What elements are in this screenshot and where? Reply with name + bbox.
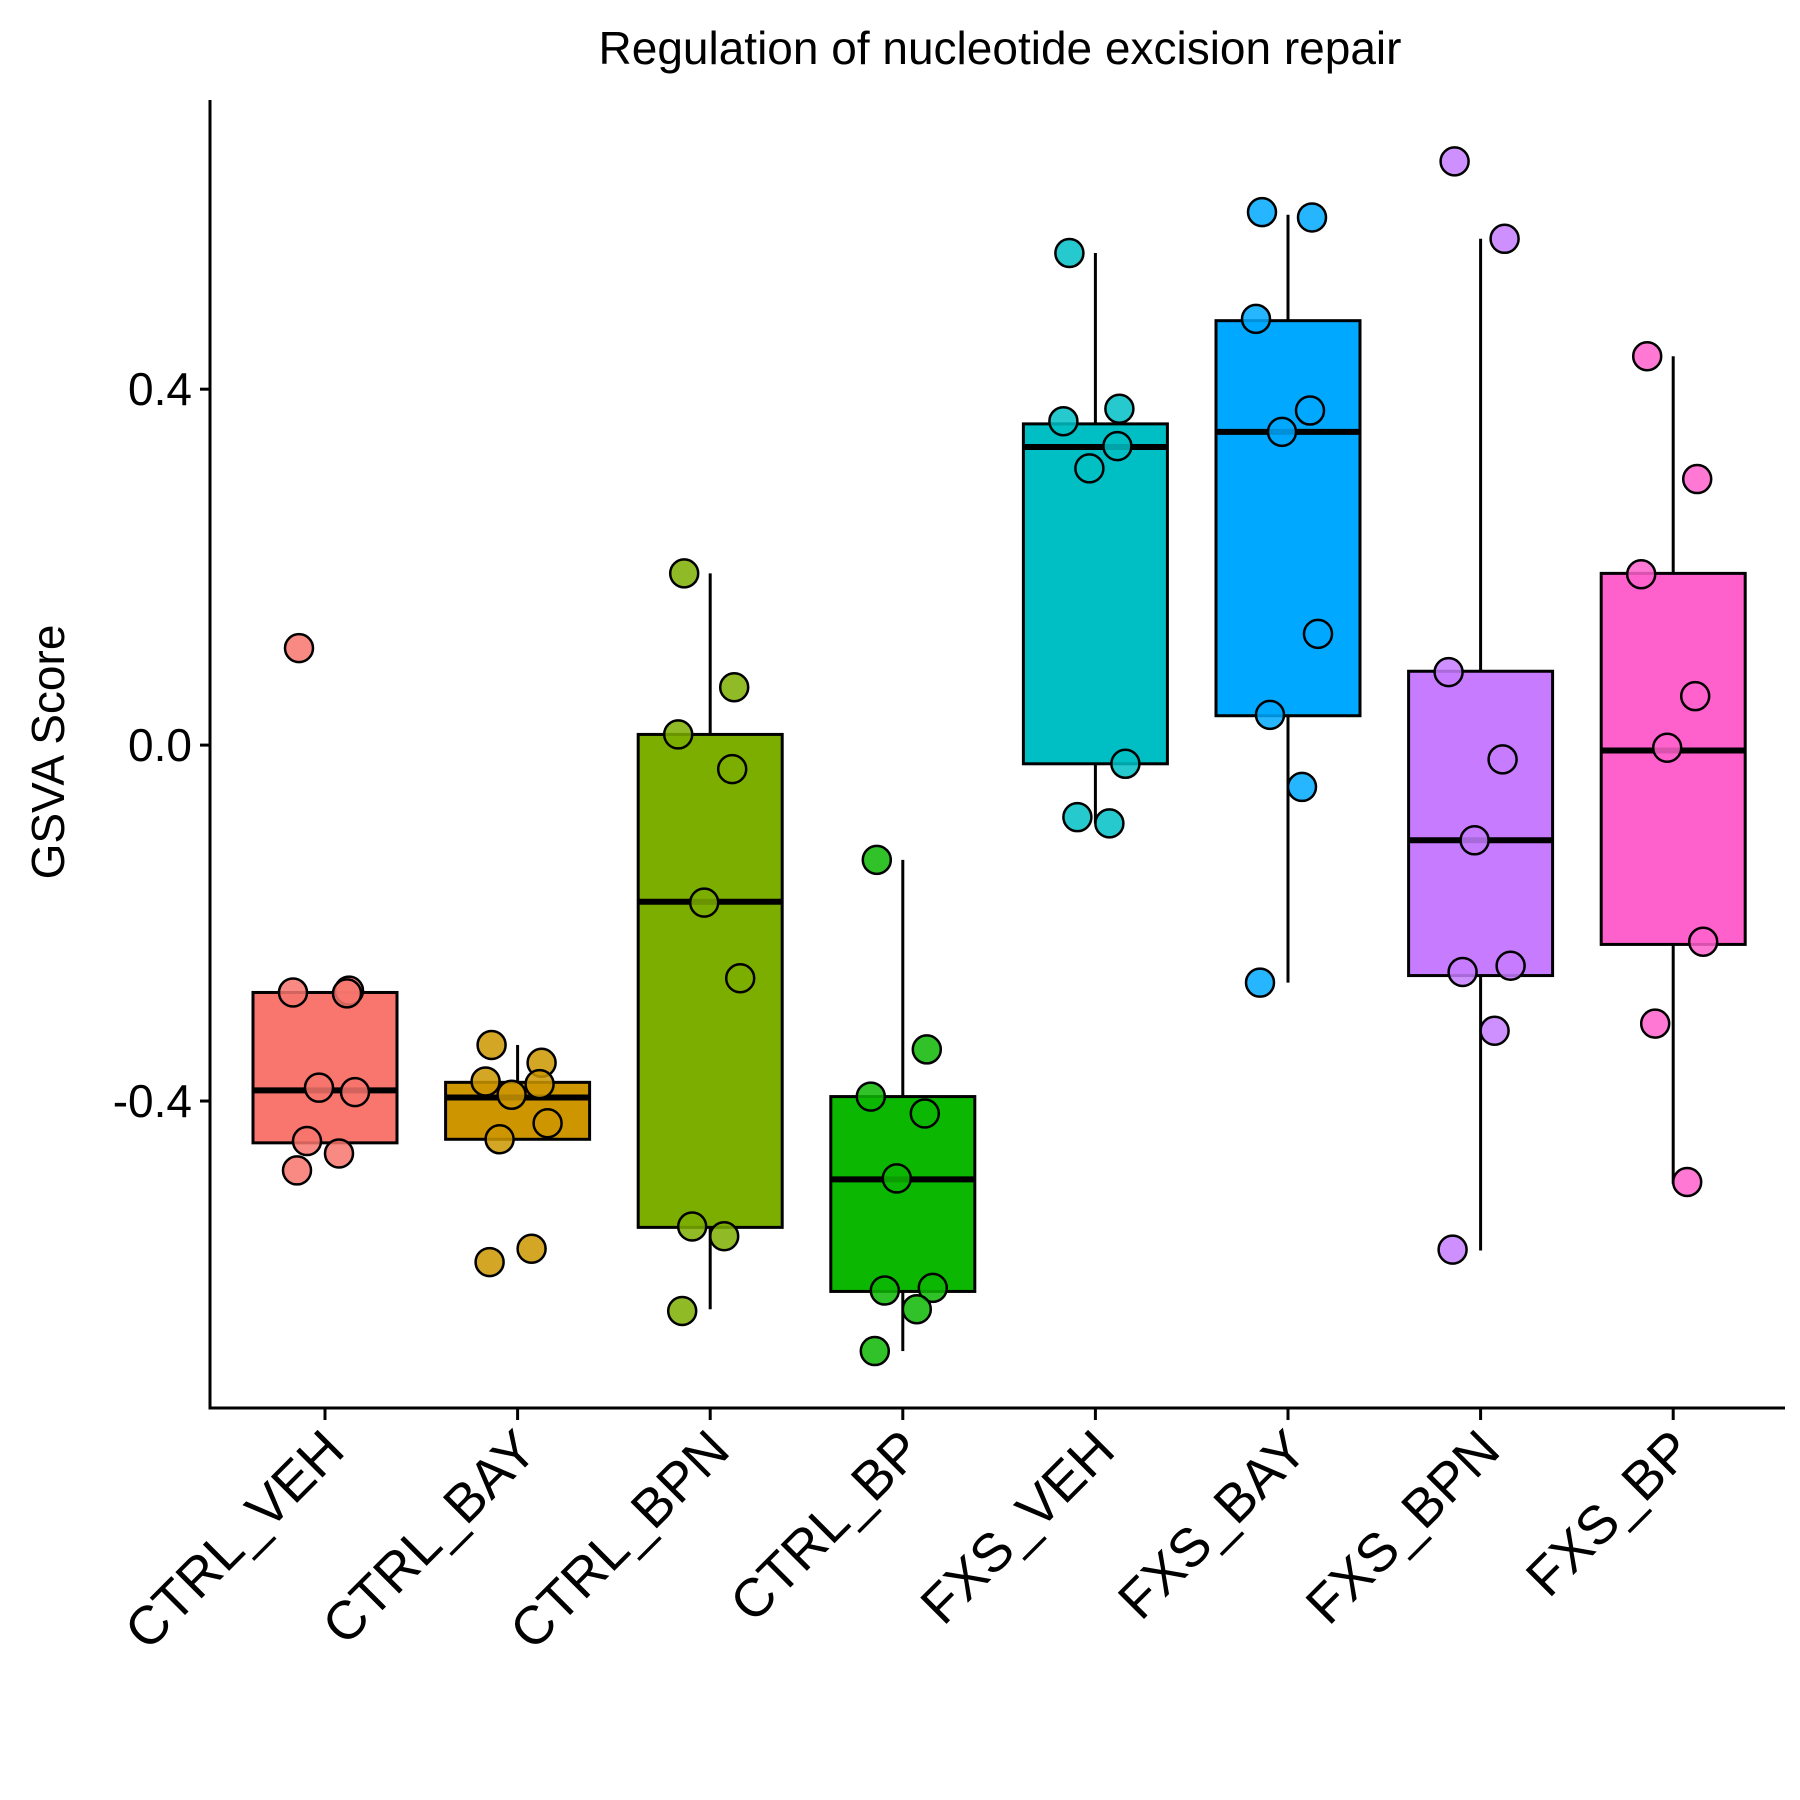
data-point xyxy=(1651,732,1683,764)
x-tick-label: CTRL_VEH xyxy=(114,1419,356,1661)
data-point xyxy=(277,977,309,1008)
data-point xyxy=(901,1293,933,1325)
data-point xyxy=(474,1246,505,1278)
chart-title: Regulation of nucleotide excision repair xyxy=(599,22,1402,74)
data-point xyxy=(1489,223,1520,255)
data-point xyxy=(1062,801,1093,833)
data-point xyxy=(1074,453,1105,484)
data-point xyxy=(1671,1166,1703,1198)
data-point xyxy=(1433,656,1464,688)
box-group-FXS_VEH xyxy=(1021,237,1169,839)
data-point xyxy=(1681,463,1713,495)
x-tick-label: FXS_BAY xyxy=(1107,1419,1319,1631)
data-point xyxy=(283,632,315,664)
data-point xyxy=(1254,699,1286,731)
data-point xyxy=(881,1163,913,1194)
data-point xyxy=(716,753,748,785)
x-tick-label: CTRL_BP xyxy=(719,1419,933,1633)
data-point xyxy=(1102,430,1133,462)
data-point xyxy=(1266,416,1298,448)
data-point xyxy=(1447,956,1478,988)
data-point xyxy=(1110,748,1141,780)
data-point xyxy=(470,1066,501,1097)
data-point xyxy=(1296,202,1328,233)
data-point xyxy=(1104,393,1135,425)
data-point xyxy=(1437,1234,1468,1265)
data-point xyxy=(1687,926,1719,957)
data-point xyxy=(484,1124,515,1155)
box-group-FXS_BAY xyxy=(1214,196,1362,998)
x-tick-label: FXS_VEH xyxy=(909,1419,1125,1635)
box-iqr xyxy=(1214,319,1362,718)
data-point xyxy=(724,962,756,994)
data-point xyxy=(917,1272,949,1304)
data-point xyxy=(291,1125,323,1157)
data-point xyxy=(1487,744,1518,775)
data-point xyxy=(1439,146,1470,177)
y-tick-label: 0.0 xyxy=(128,719,192,771)
data-point xyxy=(668,558,700,589)
data-point xyxy=(911,1034,943,1065)
data-point xyxy=(323,1138,355,1169)
data-point xyxy=(339,1076,371,1108)
data-point xyxy=(855,1081,887,1112)
data-point xyxy=(869,1275,901,1306)
y-axis-label: GSVA Score xyxy=(22,625,74,880)
data-point xyxy=(666,1295,698,1327)
y-tick-label: 0.4 xyxy=(128,363,192,415)
data-point xyxy=(708,1221,740,1252)
data-point xyxy=(1094,808,1125,839)
data-point xyxy=(532,1108,563,1139)
box-group-CTRL_VEH xyxy=(251,632,399,1186)
plot-area xyxy=(251,146,1747,1367)
data-point xyxy=(1479,1015,1510,1046)
box-iqr xyxy=(829,1095,977,1293)
box-iqr xyxy=(636,732,784,1229)
data-point xyxy=(1240,303,1272,335)
box-group-CTRL_BAY xyxy=(444,1029,592,1278)
data-point xyxy=(281,1155,313,1186)
data-point xyxy=(1302,618,1334,650)
data-point xyxy=(1625,559,1657,590)
data-point xyxy=(676,1211,708,1242)
x-tick-label: FXS_BP xyxy=(1515,1419,1704,1608)
data-point xyxy=(1294,395,1326,426)
data-point xyxy=(476,1029,507,1061)
data-point xyxy=(1246,196,1278,228)
data-point xyxy=(662,719,694,750)
data-point xyxy=(859,1335,891,1367)
data-point xyxy=(516,1233,547,1264)
data-point xyxy=(1459,825,1490,856)
box-iqr xyxy=(1407,669,1555,978)
data-point xyxy=(1048,405,1079,437)
data-point xyxy=(524,1068,555,1100)
data-point xyxy=(718,672,750,703)
box-group-FXS_BPN xyxy=(1407,146,1555,1265)
box-group-CTRL_BPN xyxy=(636,558,784,1327)
data-point xyxy=(909,1098,941,1129)
data-point xyxy=(331,978,363,1009)
data-point xyxy=(1679,680,1711,712)
data-point xyxy=(303,1072,335,1103)
box-iqr xyxy=(251,990,399,1145)
data-point xyxy=(1244,967,1276,998)
data-point xyxy=(1495,950,1526,982)
x-tick-label: FXS_BPN xyxy=(1295,1419,1511,1635)
data-point xyxy=(1639,1008,1671,1039)
data-point xyxy=(1286,771,1318,803)
y-tick-label: -0.4 xyxy=(113,1075,192,1127)
data-point xyxy=(496,1079,527,1111)
box-group-FXS_BP xyxy=(1599,341,1747,1198)
data-point xyxy=(1631,341,1663,372)
data-point xyxy=(688,887,720,918)
box-group-CTRL_BP xyxy=(829,844,977,1367)
data-point xyxy=(861,844,893,876)
data-point xyxy=(1054,237,1085,269)
